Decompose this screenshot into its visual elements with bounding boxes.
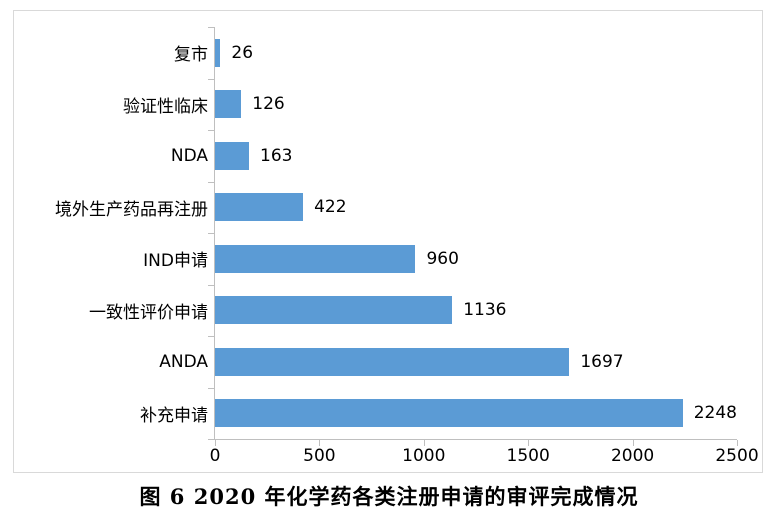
- category-label: IND申请: [143, 251, 208, 272]
- x-axis-tick-label: 2500: [715, 446, 759, 466]
- bar: [215, 141, 250, 170]
- bar: [215, 193, 304, 222]
- y-axis-tick: [208, 284, 215, 286]
- category-label: ANDA: [159, 351, 208, 372]
- y-axis-tick: [208, 130, 215, 131]
- bar-rows: 26 126 163 422 960 1136 1697 2248: [215, 27, 737, 439]
- y-axis-tick: [208, 78, 215, 80]
- y-axis-tick: [208, 336, 215, 337]
- x-axis-tick: [528, 440, 530, 446]
- value-label: 126: [252, 94, 285, 115]
- category-label: NDA: [170, 145, 208, 166]
- bar: [215, 38, 221, 67]
- x-axis-tick-label: 2000: [610, 446, 655, 466]
- bar: [215, 90, 242, 119]
- bar: [215, 244, 416, 273]
- x-axis-tick: [319, 440, 321, 446]
- x-axis-tick: [737, 440, 738, 446]
- value-label: 163: [260, 145, 293, 166]
- bar-row: 960: [215, 233, 737, 285]
- y-axis-tick: [208, 181, 215, 183]
- category-axis-labels: 复市验证性临床 NDA 境外生产药品再注册 IND申请一致性评价申请 ANDA 补充申请: [20, 27, 208, 439]
- category-label: 境外生产药品再注册: [55, 199, 208, 220]
- bar-row: 1697: [215, 336, 737, 388]
- bar: [215, 296, 453, 325]
- bar-row: 2248: [215, 388, 737, 440]
- bar-row: 1136: [215, 285, 737, 337]
- category-label: 复市: [174, 45, 208, 66]
- bar-row: 422: [215, 182, 737, 234]
- bar: [215, 399, 683, 428]
- chart-area: 复市 验证性临床 NDA 境外生产药品再注册 IND申请 一致性评价申请 ANDA 补充申请 …: [13, 10, 763, 473]
- plot-area: 26 126 163 422 960 1136 1697 2248 0 500 1000 1500 2…: [208, 27, 759, 466]
- x-axis-tick-label: 0: [209, 446, 221, 466]
- chart-caption: 图 6 2020 年化学药各类注册申请的审评完成情况: [139, 484, 639, 509]
- value-label: 960: [426, 248, 459, 269]
- category-label: 一致性评价申请: [89, 302, 208, 323]
- y-axis-tick: [208, 27, 215, 28]
- category-label: 验证性临床: [123, 96, 208, 117]
- y-axis-tick: [208, 439, 215, 440]
- value-label: 2248: [693, 403, 737, 424]
- x-axis-tick: [632, 440, 634, 446]
- x-axis-tick: [215, 440, 216, 446]
- y-axis-tick: [208, 233, 215, 234]
- value-label: 1697: [580, 351, 624, 372]
- x-axis-tick-label: 1500: [506, 446, 550, 466]
- bar-row: 163: [215, 130, 737, 182]
- x-axis-tick-label: 500: [303, 446, 336, 466]
- value-label: 422: [314, 197, 347, 218]
- x-axis-tick-label: 1000: [402, 446, 446, 466]
- x-axis-tick: [423, 440, 425, 446]
- bar-row: 126: [215, 79, 737, 131]
- value-label: 26: [231, 42, 254, 63]
- y-axis-tick: [208, 387, 215, 389]
- value-label: 1136: [463, 300, 507, 321]
- bar: [215, 347, 570, 376]
- category-label: 补充申请: [140, 405, 208, 426]
- bar-row: 26: [215, 27, 737, 79]
